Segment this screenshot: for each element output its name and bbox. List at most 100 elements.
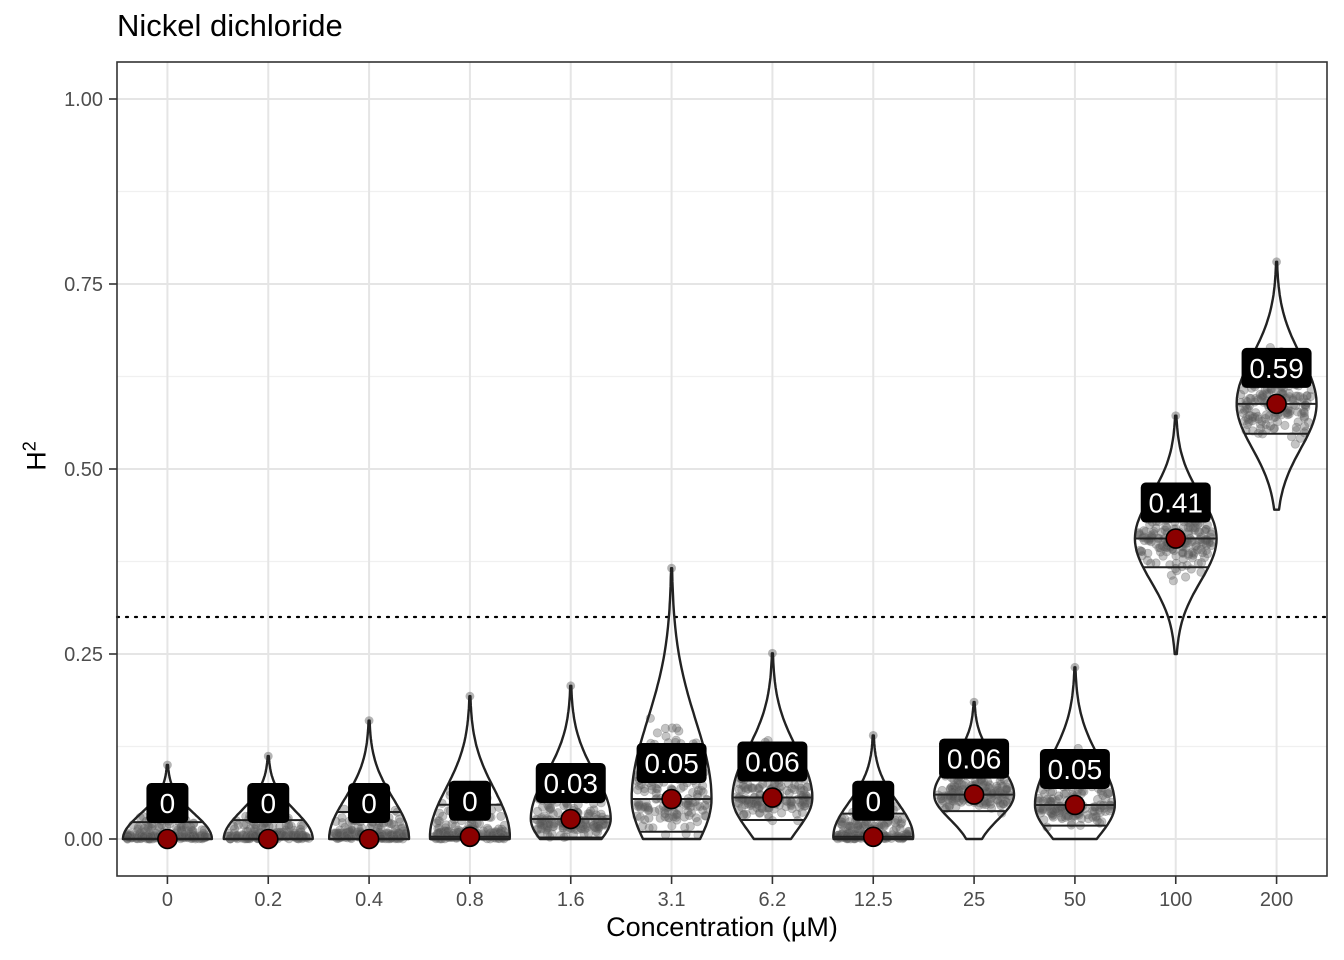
jitter-point: [984, 783, 994, 793]
jitter-point: [343, 824, 353, 834]
jitter-point: [386, 819, 397, 829]
jitter-point: [155, 822, 165, 833]
x-tick-label: 200: [1260, 889, 1293, 911]
jitter-point: [671, 723, 682, 733]
jitter-point: [141, 826, 151, 836]
jitter-point: [198, 828, 209, 838]
jitter-point: [184, 826, 194, 836]
jitter-point: [855, 824, 865, 834]
jitter-point: [442, 826, 452, 836]
jitter-point: [1077, 813, 1087, 824]
x-tick-label: 0: [162, 889, 173, 911]
jitter-point: [1151, 558, 1161, 568]
jitter-point: [996, 779, 1006, 789]
jitter-point: [593, 824, 603, 834]
jitter-point: [696, 785, 706, 796]
jitter-point: [746, 782, 756, 793]
jitter-point: [800, 801, 810, 811]
jitter-point: [895, 823, 905, 833]
violin-group-12.5: 0: [832, 731, 915, 848]
jitter-point: [1190, 523, 1201, 533]
jitter-point: [635, 812, 646, 822]
jitter-point: [1094, 805, 1104, 816]
jitter-point: [655, 813, 665, 823]
y-tick-label: 0.25: [64, 644, 103, 666]
mean-point-50: [1064, 794, 1086, 816]
mean-point-0: [157, 828, 178, 850]
jitter-point: [734, 798, 744, 808]
jitter-point: [948, 784, 958, 794]
jitter-point: [1291, 425, 1302, 436]
jitter-point: [1044, 806, 1054, 816]
jitter-point: [593, 821, 604, 832]
jitter-point: [845, 817, 855, 827]
value-label-bg-3.1: [636, 743, 707, 784]
jitter-point: [1088, 806, 1098, 816]
x-tick-label: 0.2: [254, 889, 282, 911]
jitter-point: [545, 805, 555, 815]
y-axis: 0.00 0.25 0.50 0.75 1.00: [64, 89, 117, 851]
jitter-point: [741, 785, 751, 796]
jitter-point: [497, 824, 507, 834]
jitter-point: [1190, 525, 1200, 535]
value-label-bg-0.2: [247, 783, 290, 823]
jitter-point: [1151, 523, 1161, 533]
jitter-point: [281, 825, 291, 835]
jitter-point: [295, 824, 305, 835]
jitter-point: [661, 731, 671, 741]
value-label-bg-25: [939, 738, 1010, 779]
jitter-point: [853, 820, 864, 831]
jitter-point: [1299, 411, 1310, 421]
jitter-point: [249, 826, 259, 836]
jitter-point: [745, 800, 756, 811]
jitter-point: [186, 825, 197, 836]
jitter-point: [1042, 794, 1053, 804]
jitter-point: [846, 822, 856, 832]
jitter-point: [333, 828, 344, 839]
jitter-point: [1280, 420, 1290, 430]
jitter-point: [643, 805, 653, 815]
jitter-point: [794, 802, 805, 812]
jitter-point: [795, 786, 806, 796]
jitter-point: [685, 821, 695, 831]
jitter-point: [440, 826, 450, 836]
jitter-point: [642, 801, 652, 812]
jitter-point: [1159, 542, 1170, 552]
jitter-point: [1103, 788, 1113, 799]
jitter-point: [644, 805, 654, 815]
jitter-point: [633, 785, 643, 795]
jitter-point: [843, 821, 853, 832]
jitter-point: [752, 799, 763, 810]
jitter-point: [1143, 548, 1153, 558]
y-axis-label-text: H: [21, 451, 52, 471]
jitter-point: [639, 786, 650, 797]
jitter-point: [139, 823, 149, 834]
jitter-point: [1247, 416, 1257, 426]
jitter-point: [180, 822, 191, 833]
jitter-point: [1181, 543, 1191, 553]
jitter-point: [347, 825, 357, 835]
violin-outline-6.2: [731, 652, 814, 841]
jitter-point: [700, 800, 710, 811]
x-tick-label: 3.1: [658, 889, 686, 911]
jitter-point: [1306, 391, 1316, 402]
violin-outline-200: [1235, 260, 1318, 511]
violin-outline-12.5: [832, 734, 915, 841]
jitter-point: [1285, 406, 1295, 416]
jitter-point: [1054, 794, 1064, 804]
jitter-point: [1261, 410, 1271, 420]
jitter-point: [674, 726, 684, 736]
jitter-point: [1187, 547, 1198, 557]
jitter-point: [340, 822, 350, 832]
value-label-bg-0.4: [348, 783, 391, 823]
jitter-point: [588, 821, 598, 831]
jitter-point: [1157, 541, 1167, 551]
jitter-point: [286, 821, 296, 831]
jitter-point: [578, 821, 588, 832]
jitter-point: [688, 787, 698, 798]
x-axis: 0 0.2 0.4 0.8 1.6 3.1 6.2 12.5 25 50 100 200: [162, 876, 1293, 911]
jitter-point: [683, 800, 693, 810]
jitter-point: [390, 824, 401, 834]
jitter-point: [691, 813, 701, 823]
jitter-point: [800, 798, 810, 809]
